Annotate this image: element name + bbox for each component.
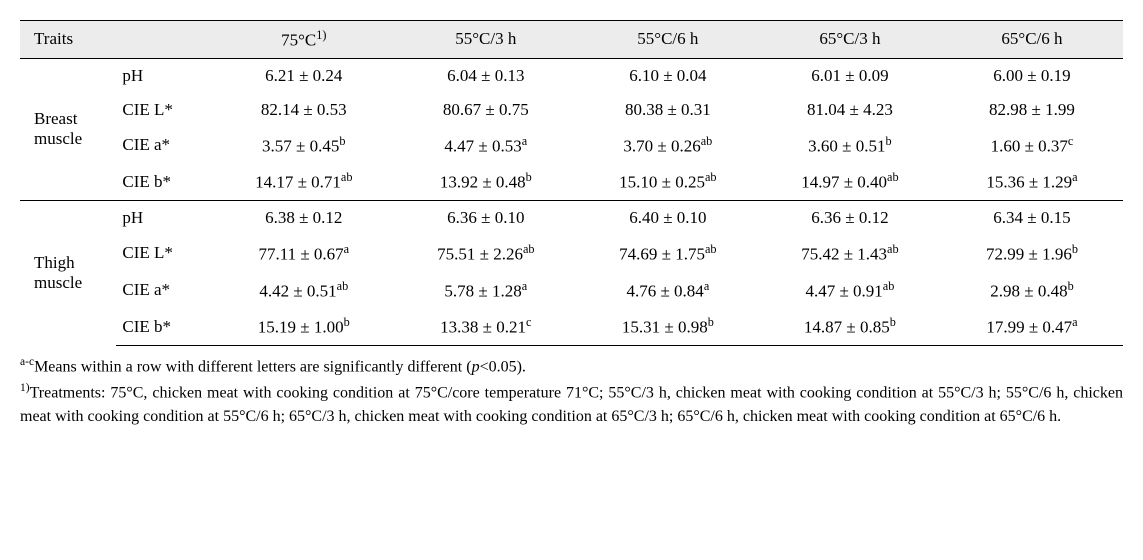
value-cell: 4.47 ± 0.53a <box>395 127 577 164</box>
value-cell: 14.17 ± 0.71ab <box>213 163 395 200</box>
table-header-row: Traits 75°C1) 55°C/3 h 55°C/6 h 65°C/3 h… <box>20 21 1123 59</box>
value-cell: 74.69 ± 1.75ab <box>577 235 759 272</box>
param-cell: pH <box>116 200 212 235</box>
value-cell: 6.36 ± 0.10 <box>395 200 577 235</box>
row-group-label: Thighmuscle <box>20 200 116 345</box>
value-cell: 6.40 ± 0.10 <box>577 200 759 235</box>
value-cell: 15.10 ± 0.25ab <box>577 163 759 200</box>
table-row: CIE L*77.11 ± 0.67a75.51 ± 2.26ab74.69 ±… <box>20 235 1123 272</box>
value-cell: 82.98 ± 1.99 <box>941 93 1123 127</box>
value-cell: 13.92 ± 0.48b <box>395 163 577 200</box>
table-row: ThighmusclepH6.38 ± 0.126.36 ± 0.106.40 … <box>20 200 1123 235</box>
col-65c3h: 65°C/3 h <box>759 21 941 59</box>
value-cell: 6.04 ± 0.13 <box>395 58 577 93</box>
value-cell: 15.36 ± 1.29a <box>941 163 1123 200</box>
value-cell: 6.01 ± 0.09 <box>759 58 941 93</box>
footnotes: a-cMeans within a row with different let… <box>20 354 1123 428</box>
table-row: BreastmusclepH6.21 ± 0.246.04 ± 0.136.10… <box>20 58 1123 93</box>
value-cell: 6.10 ± 0.04 <box>577 58 759 93</box>
param-cell: pH <box>116 58 212 93</box>
value-cell: 15.31 ± 0.98b <box>577 308 759 345</box>
value-cell: 14.87 ± 0.85b <box>759 308 941 345</box>
table-row: CIE b*14.17 ± 0.71ab13.92 ± 0.48b15.10 ±… <box>20 163 1123 200</box>
value-cell: 3.60 ± 0.51b <box>759 127 941 164</box>
param-cell: CIE L* <box>116 93 212 127</box>
value-cell: 82.14 ± 0.53 <box>213 93 395 127</box>
param-cell: CIE a* <box>116 127 212 164</box>
param-cell: CIE b* <box>116 163 212 200</box>
param-cell: CIE L* <box>116 235 212 272</box>
param-cell: CIE a* <box>116 272 212 309</box>
table-row: CIE a*3.57 ± 0.45b4.47 ± 0.53a3.70 ± 0.2… <box>20 127 1123 164</box>
col-traits: Traits <box>20 21 213 59</box>
value-cell: 1.60 ± 0.37c <box>941 127 1123 164</box>
value-cell: 14.97 ± 0.40ab <box>759 163 941 200</box>
col-65c6h: 65°C/6 h <box>941 21 1123 59</box>
value-cell: 6.00 ± 0.19 <box>941 58 1123 93</box>
col-55c6h: 55°C/6 h <box>577 21 759 59</box>
value-cell: 72.99 ± 1.96b <box>941 235 1123 272</box>
value-cell: 15.19 ± 1.00b <box>213 308 395 345</box>
table-body: BreastmusclepH6.21 ± 0.246.04 ± 0.136.10… <box>20 58 1123 345</box>
footnote-treatments: 1)Treatments: 75°C, chicken meat with co… <box>20 380 1123 428</box>
value-cell: 77.11 ± 0.67a <box>213 235 395 272</box>
col-75c: 75°C1) <box>213 21 395 59</box>
value-cell: 80.38 ± 0.31 <box>577 93 759 127</box>
col-55c3h: 55°C/3 h <box>395 21 577 59</box>
data-table: Traits 75°C1) 55°C/3 h 55°C/6 h 65°C/3 h… <box>20 20 1123 346</box>
value-cell: 4.42 ± 0.51ab <box>213 272 395 309</box>
value-cell: 5.78 ± 1.28a <box>395 272 577 309</box>
value-cell: 13.38 ± 0.21c <box>395 308 577 345</box>
row-group-label: Breastmuscle <box>20 58 116 200</box>
value-cell: 3.70 ± 0.26ab <box>577 127 759 164</box>
value-cell: 4.47 ± 0.91ab <box>759 272 941 309</box>
table-row: CIE b*15.19 ± 1.00b13.38 ± 0.21c15.31 ± … <box>20 308 1123 345</box>
value-cell: 6.36 ± 0.12 <box>759 200 941 235</box>
value-cell: 3.57 ± 0.45b <box>213 127 395 164</box>
table-row: CIE a*4.42 ± 0.51ab5.78 ± 1.28a4.76 ± 0.… <box>20 272 1123 309</box>
value-cell: 6.38 ± 0.12 <box>213 200 395 235</box>
param-cell: CIE b* <box>116 308 212 345</box>
value-cell: 75.51 ± 2.26ab <box>395 235 577 272</box>
value-cell: 81.04 ± 4.23 <box>759 93 941 127</box>
value-cell: 17.99 ± 0.47a <box>941 308 1123 345</box>
value-cell: 75.42 ± 1.43ab <box>759 235 941 272</box>
value-cell: 6.34 ± 0.15 <box>941 200 1123 235</box>
value-cell: 80.67 ± 0.75 <box>395 93 577 127</box>
footnote-significance: a-cMeans within a row with different let… <box>20 354 1123 379</box>
value-cell: 6.21 ± 0.24 <box>213 58 395 93</box>
table-row: CIE L*82.14 ± 0.5380.67 ± 0.7580.38 ± 0.… <box>20 93 1123 127</box>
value-cell: 4.76 ± 0.84a <box>577 272 759 309</box>
value-cell: 2.98 ± 0.48b <box>941 272 1123 309</box>
